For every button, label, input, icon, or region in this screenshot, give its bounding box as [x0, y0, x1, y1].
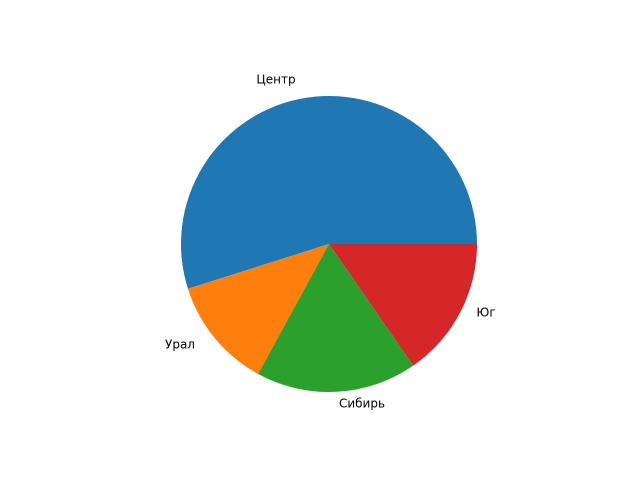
pie-slice-4[interactable]	[329, 244, 477, 366]
pie-slices-group	[181, 95, 478, 392]
pie-slice-label-1: Центр	[256, 72, 296, 87]
pie-slice-3[interactable]	[258, 244, 414, 392]
pie-slice-label-2: Урал	[165, 337, 195, 352]
pie-slice-label-3: Сибирь	[338, 396, 386, 411]
pie-slice-label-4: Юг	[476, 305, 496, 320]
pie-slice-2[interactable]	[187, 244, 329, 374]
pie-slice-1[interactable]	[181, 95, 478, 289]
